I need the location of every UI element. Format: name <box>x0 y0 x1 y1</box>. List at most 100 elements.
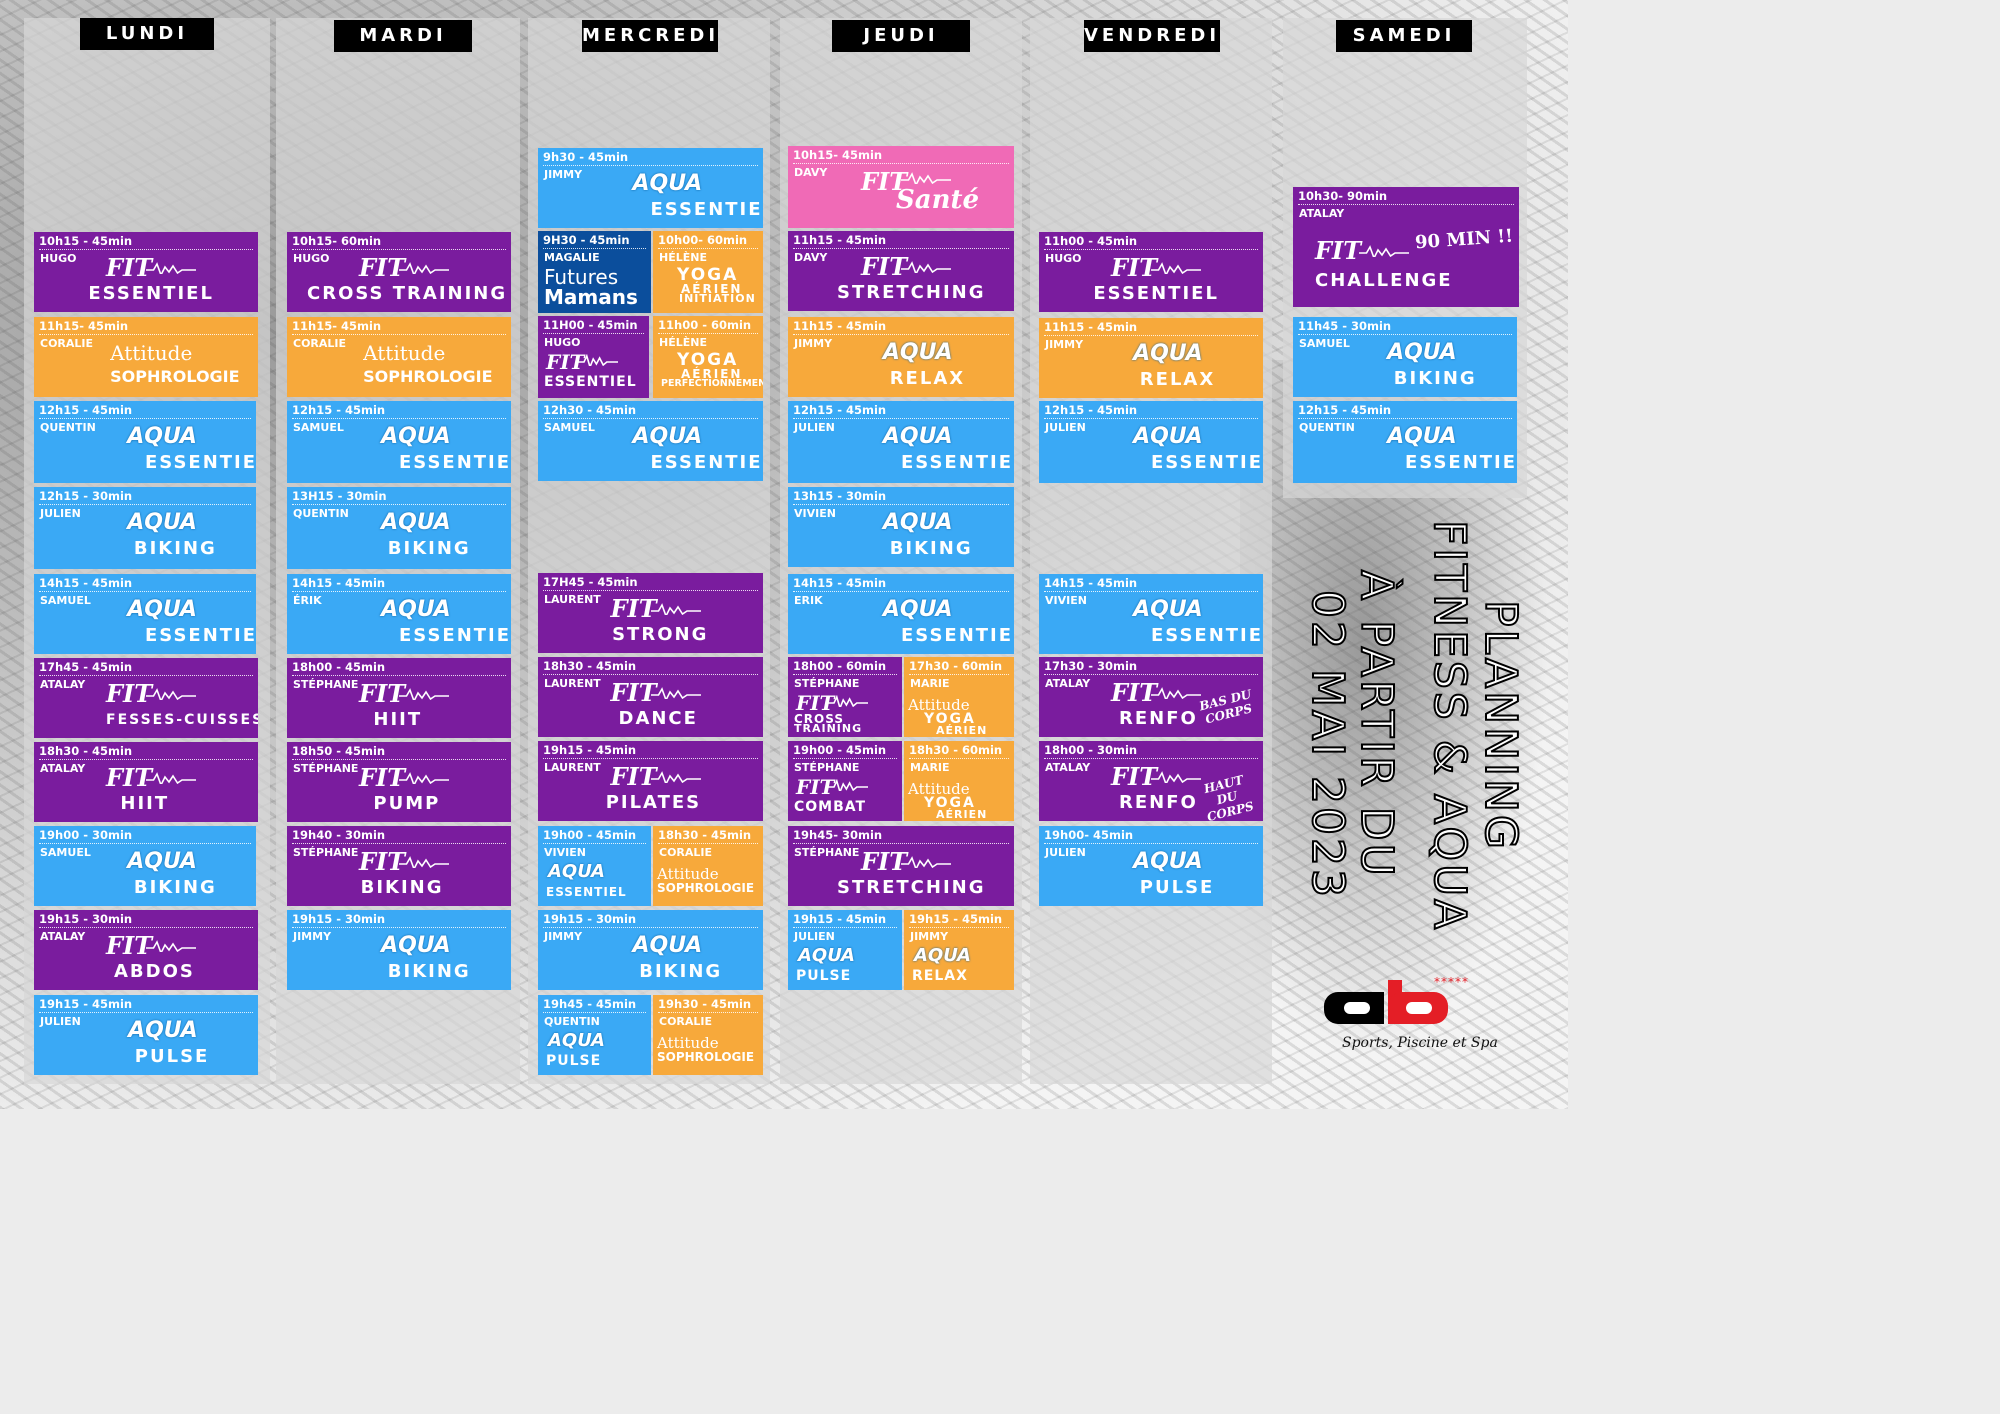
class-card[interactable]: 18h30 - 60min MARIE Attitude YOGA AÉRIEN <box>904 741 1014 821</box>
class-card[interactable]: 18h30 - 45min LAURENT FIT DANCE <box>538 657 763 737</box>
class-brand: AQUA <box>127 424 197 449</box>
class-name: STRETCHING <box>837 877 986 898</box>
day-header-mardi: MARDI <box>334 20 472 52</box>
class-card[interactable]: 14h15 - 45min VIVIEN AQUA ESSENTIEL <box>1039 574 1263 654</box>
class-card[interactable]: 19h00 - 30min SAMUEL AQUA BIKING <box>34 826 256 906</box>
class-card[interactable]: 14h15 - 45min SAMUEL AQUA ESSENTIEL <box>34 574 256 654</box>
heartbeat-icon <box>1151 771 1201 783</box>
class-card[interactable]: 19h15 - 30min ATALAY FIT ABDOS <box>34 910 258 990</box>
class-card[interactable]: 10h15 - 45min HUGO FIT ESSENTIEL <box>34 232 258 312</box>
heartbeat-icon <box>1359 245 1409 257</box>
class-time: 19h15 - 45min <box>39 997 133 1011</box>
class-card[interactable]: 11h15- 45min CORALIE Attitude SOPHROLOGIE <box>287 317 511 397</box>
coach-name: JIMMY <box>544 930 583 943</box>
dotted-divider <box>793 674 897 675</box>
class-time: 18h30 - 45min <box>658 828 752 842</box>
class-time: 11h45 - 30min <box>1298 319 1392 333</box>
coach-name: MARIE <box>910 677 950 690</box>
class-card[interactable]: 19h45- 30min STÉPHANE FIT STRETCHING <box>788 826 1014 906</box>
class-brand: AQUA <box>1133 597 1203 622</box>
class-card[interactable]: 10h15- 45min DAVY FIT Santé <box>788 146 1014 228</box>
class-name: ESSENTIEL <box>544 374 637 390</box>
class-card[interactable]: 11h15 - 45min JIMMY AQUA RELAX <box>1039 318 1263 398</box>
class-brand: AQUA <box>548 1030 605 1051</box>
class-card[interactable]: 12h15 - 45min JULIEN AQUA ESSENTIEL <box>788 401 1014 483</box>
dotted-divider <box>39 504 251 505</box>
dotted-divider <box>292 249 506 250</box>
coach-name: VIVIEN <box>544 846 586 859</box>
dotted-divider <box>39 927 253 928</box>
class-name: SOPHROLOGIE <box>363 367 493 386</box>
class-card[interactable]: 17H45 - 45min LAURENT FIT STRONG <box>538 573 763 653</box>
class-card[interactable]: 19h30 - 45min CORALIE Attitude SOPHROLOGIE <box>653 995 763 1075</box>
class-card[interactable]: 19h15 - 45min JULIEN AQUA PULSE <box>34 995 258 1075</box>
class-card[interactable]: 19h00- 45min JULIEN AQUA PULSE <box>1039 826 1263 906</box>
class-card[interactable]: 10h15- 60min HUGO FIT CROSS TRAINING <box>287 232 511 312</box>
class-card[interactable]: 11h00 - 60min HÉLÈNE YOGA AÉRIEN PERFECTIONN… <box>653 316 763 398</box>
class-card[interactable]: 11h00 - 45min HUGO FIT ESSENTIEL <box>1039 232 1263 312</box>
class-card[interactable]: 11h15 - 45min JIMMY AQUA RELAX <box>788 317 1014 397</box>
dotted-divider <box>793 927 897 928</box>
class-card[interactable]: 19h15 - 30min JIMMY AQUA BIKING <box>538 910 763 990</box>
class-card[interactable]: 11h15 - 45min DAVY FIT STRETCHING <box>788 231 1014 311</box>
class-time: 19h15 - 45min <box>543 743 637 757</box>
coach-name: JULIEN <box>794 421 835 434</box>
class-brand: FIT <box>359 253 406 282</box>
coach-name: HUGO <box>544 336 581 349</box>
class-card[interactable]: 17h30 - 30min ATALAY FIT RENFO BAS DU CORPS <box>1039 657 1263 737</box>
class-brand: AQUA <box>127 597 197 622</box>
class-card[interactable]: 13H15 - 30min QUENTIN AQUA BIKING <box>287 487 511 569</box>
class-card[interactable]: 19h40 - 30min STÉPHANE FIT BIKING <box>287 826 511 906</box>
class-card[interactable]: 17h45 - 45min ATALAY FIT FESSES-CUISSES <box>34 658 258 738</box>
class-card[interactable]: 19h15 - 45min JIMMY AQUA RELAX <box>904 910 1014 990</box>
class-card[interactable]: 12h15 - 45min QUENTIN AQUA ESSENTIEL <box>1293 401 1517 483</box>
class-time: 17h45 - 45min <box>39 660 133 674</box>
coach-name: SAMUEL <box>40 594 91 607</box>
class-card[interactable]: 11h45 - 30min SAMUEL AQUA BIKING <box>1293 317 1517 397</box>
class-time: 12h15 - 45min <box>1298 403 1392 417</box>
coach-name: CORALIE <box>659 1015 713 1028</box>
class-name: STRONG <box>612 624 709 645</box>
class-card[interactable]: 18h00 - 30min ATALAY FIT RENFO HAUT DU CORPS <box>1039 741 1263 821</box>
class-brand: AQUA <box>381 933 451 958</box>
dotted-divider <box>543 927 758 928</box>
class-card[interactable]: 14h15 - 45min ERIK AQUA ESSENTIEL <box>788 574 1014 654</box>
day-header-vendredi: VENDREDI <box>1084 20 1220 52</box>
class-time: 12h15 - 45min <box>292 403 386 417</box>
class-time: 10h30- 90min <box>1298 189 1388 203</box>
class-card[interactable]: 18h50 - 45min STÉPHANE FIT PUMP <box>287 742 511 822</box>
class-card[interactable]: 19h15 - 30min JIMMY AQUA BIKING <box>287 910 511 990</box>
class-card[interactable]: 19h15 - 45min LAURENT FIT PILATES <box>538 741 763 821</box>
class-time: 18h00 - 30min <box>1044 743 1138 757</box>
class-name: HIIT <box>373 709 423 730</box>
class-card[interactable]: 11H00 - 45min HUGO FIT ESSENTIEL <box>538 316 649 398</box>
class-card[interactable]: 18h30 - 45min CORALIE Attitude SOPHROLOGIE <box>653 826 763 906</box>
class-card[interactable]: 12h15 - 45min SAMUEL AQUA ESSENTIEL <box>287 401 511 483</box>
class-card[interactable]: 19h45 - 45min QUENTIN AQUA PULSE <box>538 995 651 1075</box>
class-brand: AQUA <box>381 424 451 449</box>
class-card[interactable]: 19h00 - 45min STÉPHANE FIT COMBAT <box>788 741 902 821</box>
class-card[interactable]: 12h15 - 45min JULIEN AQUA ESSENTIEL <box>1039 401 1263 483</box>
class-card[interactable]: 10h00- 60min HÉLÈNE YOGA AÉRIEN INITIATION <box>653 231 763 313</box>
class-card[interactable]: 9H30 - 45min MAGALIE Futures Mamans <box>538 231 651 313</box>
class-card[interactable]: 17h30 - 60min MARIE Attitude YOGA AÉRIEN <box>904 657 1014 737</box>
class-card[interactable]: 18h00 - 60min STÉPHANE FIT CROSS TRAINING <box>788 657 902 737</box>
class-card[interactable]: 12h15 - 30min JULIEN AQUA BIKING <box>34 487 256 569</box>
class-card[interactable]: 11h15- 45min CORALIE Attitude SOPHROLOGIE <box>34 317 258 397</box>
class-card[interactable]: 14h15 - 45min ÉRIK AQUA ESSENTIEL <box>287 574 511 654</box>
class-card[interactable]: 13h15 - 30min VIVIEN AQUA BIKING <box>788 487 1014 567</box>
class-card[interactable]: 18h00 - 45min STÉPHANE FIT HIIT <box>287 658 511 738</box>
class-card[interactable]: 19h15 - 45min JULIEN AQUA PULSE <box>788 910 902 990</box>
class-card[interactable]: 9h30 - 45min JIMMY AQUA ESSENTIEL <box>538 148 763 228</box>
class-card[interactable]: 18h30 - 45min ATALAY FIT HIIT <box>34 742 258 822</box>
class-card[interactable]: 12h15 - 45min QUENTIN AQUA ESSENTIEL <box>34 401 256 483</box>
class-card[interactable]: 12h30 - 45min SAMUEL AQUA ESSENTIEL <box>538 401 763 481</box>
dotted-divider <box>543 165 758 166</box>
class-time: 10h15 - 45min <box>39 234 133 248</box>
class-time: 14h15 - 45min <box>793 576 887 590</box>
class-card[interactable]: 10h30- 90min ATALAY FIT CHALLENGE 90 MIN !! <box>1293 187 1519 307</box>
class-time: 10h15- 60min <box>292 234 382 248</box>
class-card[interactable]: 19h00 - 45min VIVIEN AQUA ESSENTIEL <box>538 826 651 906</box>
dotted-divider <box>292 759 506 760</box>
class-brand: FIT <box>359 763 406 792</box>
